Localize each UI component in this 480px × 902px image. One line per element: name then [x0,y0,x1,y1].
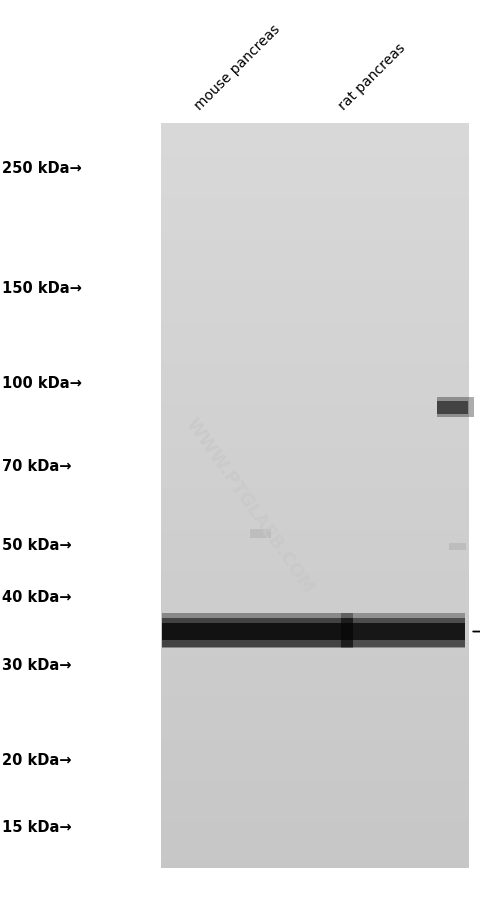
Bar [162,623,353,640]
Bar [341,623,465,640]
Text: 100 kDa→: 100 kDa→ [2,375,82,391]
Text: 50 kDa→: 50 kDa→ [2,538,72,553]
Bar [437,398,474,418]
Text: 30 kDa→: 30 kDa→ [2,658,72,672]
Bar [341,618,465,647]
Text: WWW.PTGLAEB.COM: WWW.PTGLAEB.COM [182,414,317,596]
Text: 40 kDa→: 40 kDa→ [2,590,72,605]
Text: 20 kDa→: 20 kDa→ [2,752,72,767]
Text: 70 kDa→: 70 kDa→ [2,459,72,474]
Bar [250,529,271,538]
Bar [449,544,466,551]
Text: 15 kDa→: 15 kDa→ [2,819,72,834]
Bar [162,613,353,648]
Bar [341,613,465,648]
Bar [437,401,468,414]
Text: mouse pancreas: mouse pancreas [192,22,282,113]
Text: 150 kDa→: 150 kDa→ [2,281,82,296]
Text: 250 kDa→: 250 kDa→ [2,161,82,176]
Bar [162,618,353,647]
Text: rat pancreas: rat pancreas [336,41,408,113]
